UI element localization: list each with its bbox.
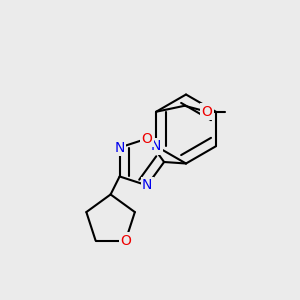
Text: O: O <box>202 105 213 119</box>
Text: O: O <box>142 132 152 145</box>
Text: N: N <box>142 178 152 192</box>
Text: N: N <box>151 139 161 153</box>
Text: O: O <box>120 234 131 248</box>
Text: N: N <box>114 140 125 154</box>
